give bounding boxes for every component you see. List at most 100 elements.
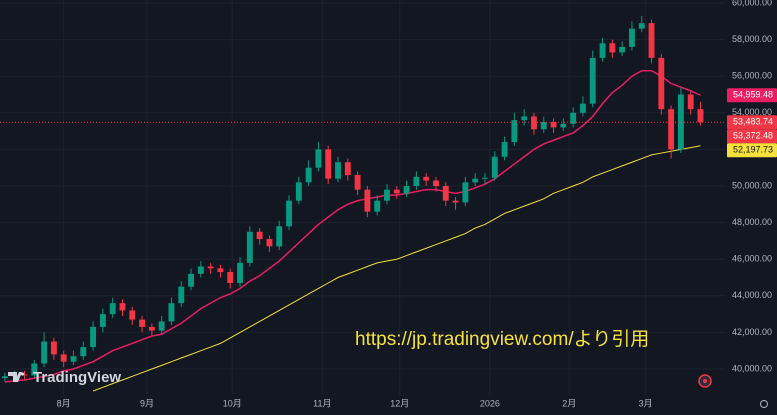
candle-body <box>246 231 253 263</box>
y-tick-label: 60,000.00 <box>732 0 772 7</box>
candle-body <box>521 116 528 121</box>
y-tick-label: 50,000.00 <box>732 180 772 190</box>
logo <box>8 372 25 382</box>
candle-body <box>266 239 273 247</box>
candle-body <box>668 109 675 150</box>
candle-body <box>335 162 341 179</box>
candle-body <box>31 363 38 376</box>
candle-body <box>276 226 283 247</box>
y-tick-label: 42,000.00 <box>732 327 772 337</box>
candle-body <box>570 112 577 124</box>
candle-body <box>60 354 67 362</box>
price-label-box <box>727 143 777 158</box>
y-tick-label: 44,000.00 <box>732 290 772 300</box>
candle-body <box>511 120 518 143</box>
candle-body <box>70 356 77 362</box>
candle-body <box>423 176 430 181</box>
x-tick-label: 11月 <box>313 398 331 408</box>
price-label-box <box>727 115 777 130</box>
candle-body <box>305 167 312 183</box>
plot <box>0 15 725 392</box>
candle-body <box>80 347 87 357</box>
candle-body <box>148 326 155 331</box>
candle-body <box>90 326 97 348</box>
candle-body <box>256 231 263 240</box>
candle-body <box>413 176 420 187</box>
annotation: https://jp.tradingview.com/より引用 <box>355 328 649 350</box>
candle-body <box>658 57 665 110</box>
y-tick-label: 56,000.00 <box>732 71 772 81</box>
x-tick-label: 8月 <box>57 398 71 408</box>
candle-body <box>403 186 410 194</box>
y-tick-label: 58,000.00 <box>732 34 772 44</box>
candle-body <box>315 149 322 168</box>
logo-icon <box>8 372 22 382</box>
candle-body <box>442 186 449 201</box>
candle-body <box>638 23 645 29</box>
candle-body <box>364 189 371 212</box>
x-tick-label: 2026 <box>480 398 500 408</box>
candle-body <box>452 200 459 203</box>
candle-body <box>501 142 508 157</box>
candle-body <box>491 156 498 178</box>
candle-body <box>119 303 126 311</box>
price-label-box <box>727 129 777 144</box>
x-tick-label: 9月 <box>140 398 154 408</box>
price-label: 52,197.73 <box>733 145 773 155</box>
logo-dot <box>20 372 25 376</box>
candle-body <box>687 94 694 110</box>
y-tick-label: 54,000.00 <box>732 107 772 117</box>
moving-average-line <box>92 145 701 392</box>
candle-body <box>227 272 234 284</box>
candle-body <box>109 303 116 315</box>
candle-body <box>168 303 175 322</box>
candle-body <box>99 314 106 327</box>
brand: TradingView <box>33 369 121 386</box>
y-tick-label: 46,000.00 <box>732 254 772 264</box>
candle-body <box>472 178 479 183</box>
candle-body <box>139 319 145 327</box>
price-label: 53,483.74 <box>733 117 773 127</box>
candle-body <box>344 162 351 176</box>
price-label: 54,959.48 <box>733 90 773 100</box>
candle-body <box>384 189 390 201</box>
grid <box>0 0 725 395</box>
price-label: 53,372.48 <box>733 131 773 141</box>
candle-body <box>462 182 469 203</box>
candle-body <box>482 177 488 179</box>
candle-body <box>325 149 332 179</box>
candle-body <box>560 123 567 128</box>
candle-body <box>217 268 224 273</box>
candle-body <box>237 262 243 284</box>
candle-body <box>589 57 596 104</box>
candle-body <box>1 376 8 379</box>
candle-body <box>628 28 635 47</box>
candle-body <box>580 103 586 113</box>
candle-body <box>433 180 439 187</box>
x-tick-label: 2月 <box>562 398 576 408</box>
candle-body <box>286 200 292 227</box>
moving-average-line <box>4 69 701 383</box>
candle-body <box>648 23 655 58</box>
candle-body <box>50 341 57 355</box>
candle-body <box>178 286 185 304</box>
settings-icon[interactable] <box>760 400 768 408</box>
y-tick-label: 40,000.00 <box>732 363 772 373</box>
candle-body <box>374 200 381 212</box>
candle-body <box>354 175 361 190</box>
candle-body <box>158 321 165 331</box>
candle-body <box>677 94 684 150</box>
candle-body <box>207 266 214 269</box>
price-label-box <box>727 88 777 103</box>
axes: 40,000.00 42,000.00 44,000.00 46,000.00 48,0… <box>57 0 777 408</box>
candle-body <box>21 374 28 376</box>
candle-body <box>188 273 194 287</box>
candle-body <box>697 109 704 123</box>
candle-body <box>550 121 557 128</box>
candle-body <box>295 182 302 201</box>
candle-body <box>540 121 547 130</box>
candle-body <box>609 43 616 53</box>
